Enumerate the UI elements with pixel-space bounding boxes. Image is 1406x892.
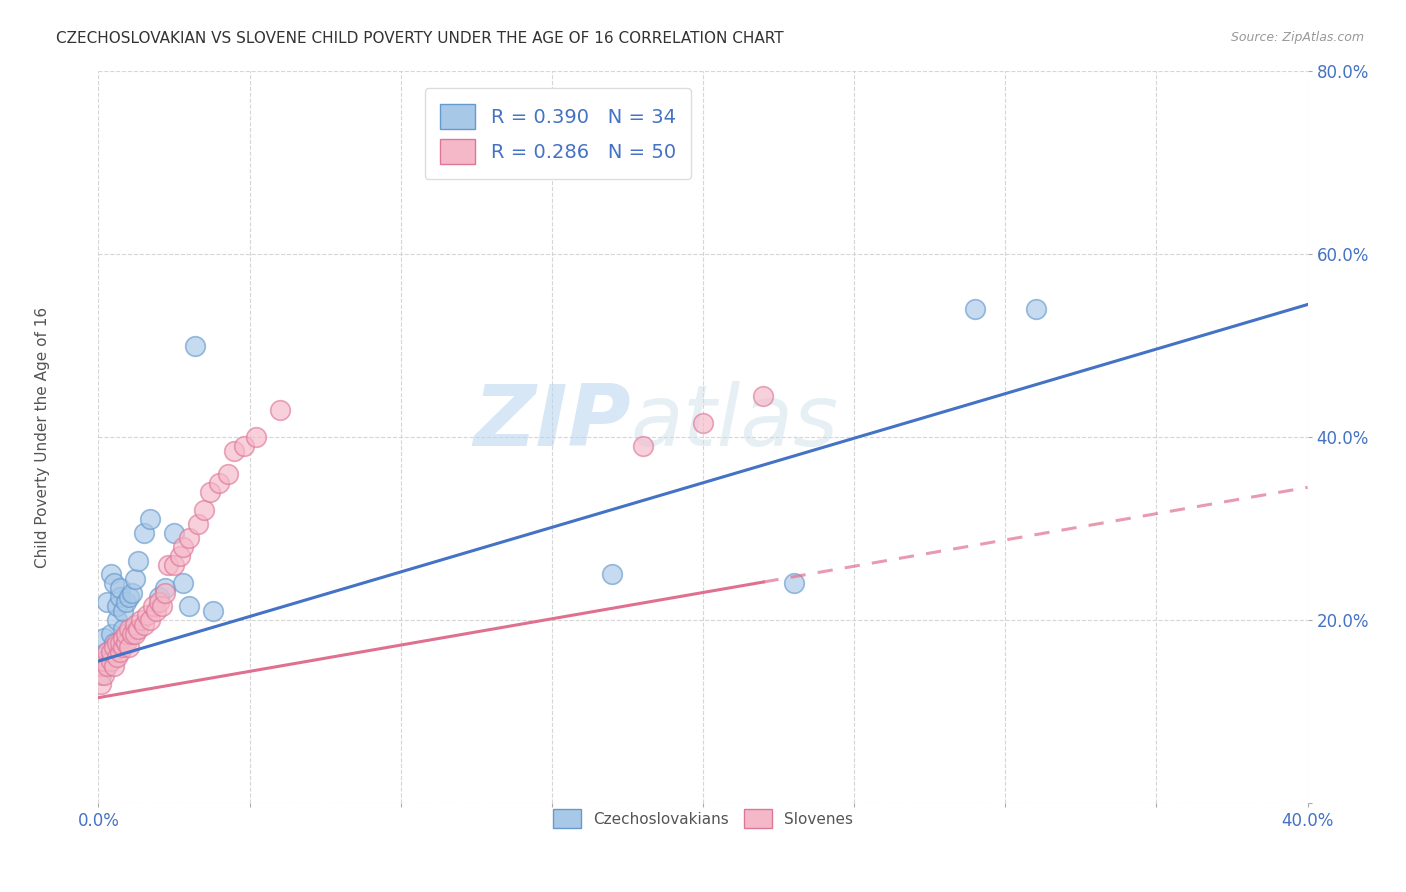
Point (187, 516, 209, 531)
Point (602, 567, 624, 582)
Point (245, 430, 267, 444)
Point (114, 594, 136, 608)
Point (172, 540, 194, 554)
Point (121, 585, 143, 599)
Point (208, 475, 231, 490)
Point (132, 617, 155, 632)
Point (103, 658, 125, 673)
Point (752, 389, 775, 403)
Point (127, 553, 149, 567)
Point (105, 649, 128, 664)
Point (156, 558, 179, 573)
Point (111, 632, 134, 646)
Point (111, 622, 134, 636)
Point (121, 626, 143, 640)
Point (96, 594, 118, 608)
Y-axis label: Child Poverty Under the Age of 16: Child Poverty Under the Age of 16 (35, 307, 49, 567)
Point (90, 649, 112, 664)
Point (124, 626, 146, 640)
Point (114, 626, 136, 640)
Point (100, 645, 122, 659)
Point (179, 531, 201, 545)
Point (90, 667, 112, 681)
Point (124, 572, 146, 586)
Point (111, 604, 134, 618)
Point (127, 622, 149, 636)
Point (150, 599, 173, 614)
Point (124, 617, 146, 632)
Point (103, 640, 125, 655)
Point (96, 658, 118, 673)
Legend: Czechoslovakians, Slovenes: Czechoslovakians, Slovenes (543, 798, 863, 839)
Point (965, 301, 987, 317)
Point (139, 613, 162, 627)
Point (145, 604, 167, 618)
Text: atlas: atlas (630, 381, 838, 464)
Point (193, 503, 215, 517)
Point (100, 626, 122, 640)
Point (172, 576, 194, 591)
Point (93, 654, 115, 668)
Point (163, 558, 186, 573)
Point (93, 667, 115, 681)
Point (217, 467, 239, 481)
Point (105, 636, 128, 650)
Point (114, 636, 136, 650)
Point (153, 585, 176, 599)
Text: ZIP: ZIP (472, 381, 630, 464)
Point (631, 439, 654, 453)
Point (105, 613, 128, 627)
Point (692, 417, 714, 431)
Point (129, 613, 152, 627)
Point (232, 439, 254, 453)
Text: CZECHOSLOVAKIAN VS SLOVENE CHILD POVERTY UNDER THE AGE OF 16 CORRELATION CHART: CZECHOSLOVAKIAN VS SLOVENE CHILD POVERTY… (56, 31, 785, 46)
Point (100, 567, 122, 582)
Point (93, 654, 115, 668)
Point (108, 590, 131, 604)
Point (269, 402, 291, 417)
Point (118, 622, 141, 636)
Point (103, 636, 125, 650)
Point (103, 576, 125, 591)
Point (111, 640, 134, 655)
Point (184, 338, 207, 352)
Point (153, 581, 176, 595)
Text: Source: ZipAtlas.com: Source: ZipAtlas.com (1230, 31, 1364, 45)
Point (148, 590, 170, 604)
Point (90, 658, 112, 673)
Point (96, 645, 118, 659)
Point (93, 632, 115, 646)
Point (132, 526, 155, 541)
Point (108, 636, 131, 650)
Point (118, 640, 141, 655)
Point (783, 576, 806, 591)
Point (1024, 301, 1046, 317)
Point (108, 581, 131, 595)
Point (96, 645, 118, 659)
Point (108, 645, 131, 659)
Point (202, 604, 225, 618)
Point (135, 608, 157, 623)
Point (179, 599, 201, 614)
Point (100, 654, 122, 668)
Point (105, 599, 128, 614)
Point (90, 677, 112, 691)
Point (142, 599, 165, 614)
Point (118, 590, 141, 604)
Point (224, 443, 246, 458)
Point (169, 549, 191, 563)
Point (163, 526, 186, 541)
Point (139, 512, 162, 526)
Point (148, 594, 170, 608)
Point (200, 485, 222, 500)
